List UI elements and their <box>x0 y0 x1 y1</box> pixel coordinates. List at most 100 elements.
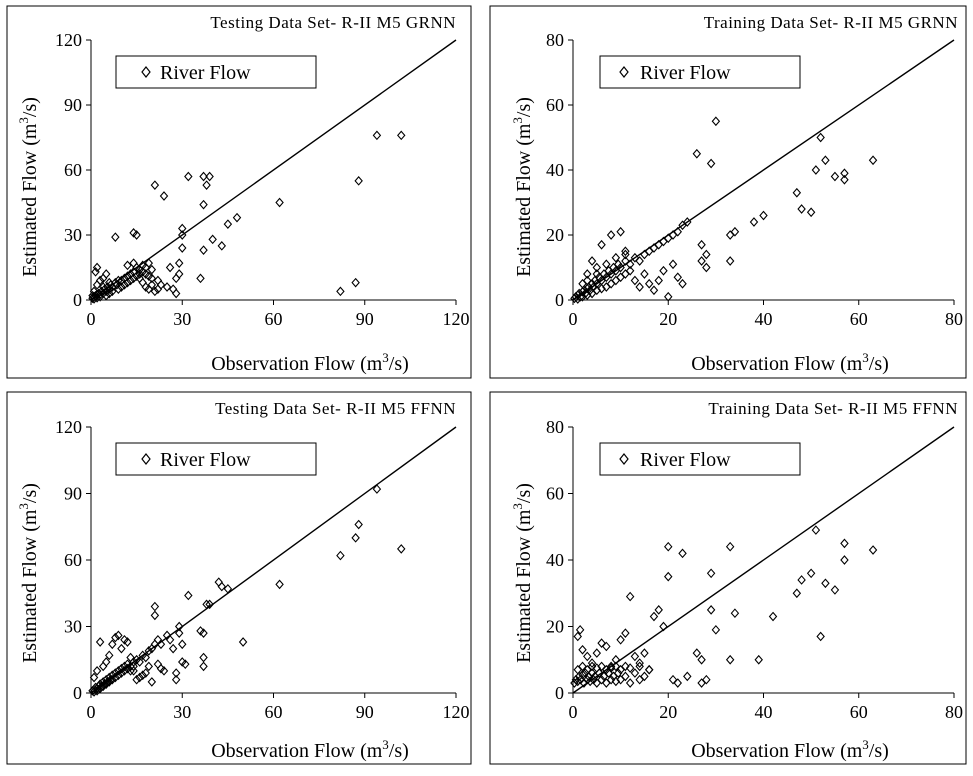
data-point <box>108 286 117 297</box>
data-point <box>578 291 587 302</box>
data-point <box>578 661 587 672</box>
y-tick-label: 60 <box>64 550 82 570</box>
x-axis-label: Observation Flow (m3/s) <box>691 350 889 375</box>
data-point <box>217 581 227 592</box>
data-point <box>141 668 150 678</box>
x-tick-label: 120 <box>443 309 470 329</box>
y-axis-label: Estimated Flow (m3/s) <box>16 97 41 277</box>
data-point <box>108 639 117 650</box>
data-point <box>697 256 706 266</box>
data-point <box>159 191 169 201</box>
data-point <box>621 671 630 682</box>
data-point <box>574 671 584 682</box>
data-point <box>95 637 105 647</box>
legend-label: River Flow <box>160 62 251 84</box>
data-point <box>606 663 616 673</box>
data-point <box>202 180 211 191</box>
legend-label: River Flow <box>160 449 251 471</box>
y-tick-label: 20 <box>546 617 564 637</box>
data-point <box>630 275 640 286</box>
data-point <box>868 155 878 166</box>
data-point <box>630 252 640 263</box>
data-point <box>354 519 363 530</box>
data-point <box>611 252 621 263</box>
data-point <box>132 271 141 282</box>
data-point <box>683 217 692 227</box>
data-point <box>101 290 111 301</box>
x-tick-label: 30 <box>173 702 191 722</box>
data-point <box>654 275 663 286</box>
data-point <box>697 239 706 250</box>
data-point <box>168 284 178 295</box>
data-point <box>129 273 138 284</box>
data-point <box>635 256 644 266</box>
data-point <box>111 632 120 643</box>
reference-line <box>90 39 457 301</box>
x-axis-label: Observation Flow (m3/s) <box>211 737 409 762</box>
data-point <box>621 256 630 266</box>
x-tick-label: 60 <box>850 702 868 722</box>
x-tick-label: 90 <box>356 309 374 329</box>
data-point <box>117 643 126 654</box>
x-tick-label: 0 <box>569 702 578 722</box>
data-point <box>336 550 345 561</box>
data-point <box>606 674 616 685</box>
data-point <box>668 674 678 685</box>
data-point <box>95 275 105 286</box>
data-point <box>725 256 735 266</box>
data-point <box>351 277 360 288</box>
data-point <box>123 277 132 288</box>
chart-panel-training-grnn: Training Data Set- R-II M5 GRNN River Fl… <box>489 5 967 379</box>
y-axis-label-sup: 3 <box>510 503 525 510</box>
data-point <box>132 230 141 240</box>
data-point <box>232 212 242 223</box>
data-point <box>616 226 625 237</box>
data-point <box>238 637 248 647</box>
x-axis-label-tail: /s) <box>869 740 889 762</box>
x-tick-label: 80 <box>945 309 963 329</box>
data-point <box>668 259 678 270</box>
y-tick-label: 120 <box>55 30 82 50</box>
data-point <box>98 282 108 292</box>
data-point <box>592 285 602 296</box>
data-point <box>583 275 592 286</box>
y-axis-label-main: Estimated Flow (m <box>19 123 41 277</box>
legend-label: River Flow <box>640 449 731 471</box>
x-tick-label: 120 <box>443 702 470 722</box>
data-point <box>635 658 644 668</box>
data-point <box>205 599 214 610</box>
data-point <box>702 262 711 273</box>
data-point <box>692 648 702 658</box>
data-point <box>181 659 190 670</box>
data-point <box>797 575 806 585</box>
y-axis-label-sup: 3 <box>16 503 31 510</box>
data-point <box>706 568 716 579</box>
data-point <box>644 278 654 289</box>
data-point <box>105 277 114 288</box>
data-point <box>840 174 849 185</box>
data-point <box>625 663 635 673</box>
data-point <box>199 199 208 210</box>
data-point <box>178 243 187 253</box>
data-point <box>165 634 175 645</box>
data-point <box>811 525 821 535</box>
data-point <box>174 258 184 269</box>
data-point <box>797 204 806 214</box>
x-axis-label-sup: 3 <box>862 350 869 365</box>
data-point <box>702 674 711 685</box>
data-point <box>597 239 606 250</box>
x-tick-label: 90 <box>356 702 374 722</box>
legend-marker-diamond-icon <box>141 453 151 465</box>
data-point <box>150 610 160 621</box>
data-point <box>397 130 406 141</box>
data-point <box>351 532 360 543</box>
data-point <box>217 240 227 251</box>
data-point <box>275 579 284 590</box>
data-point <box>92 685 102 696</box>
data-point <box>196 273 205 284</box>
data-point <box>702 249 711 260</box>
data-point <box>649 285 659 296</box>
x-tick-label: 80 <box>945 702 963 722</box>
data-point <box>621 628 630 638</box>
data-point <box>830 171 840 182</box>
